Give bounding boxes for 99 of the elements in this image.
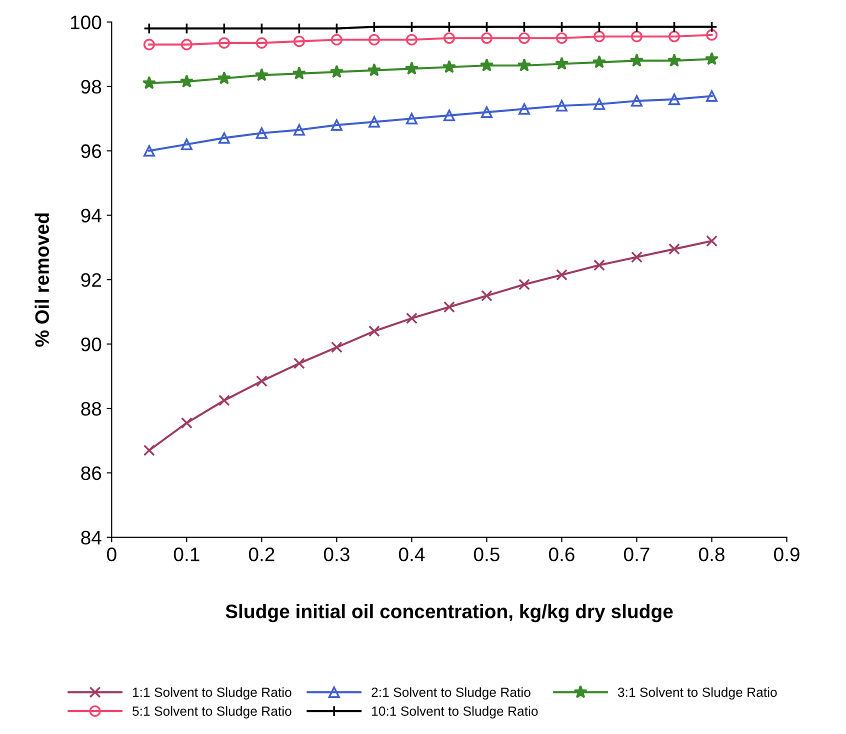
- point: [218, 394, 230, 406]
- point: [480, 58, 494, 72]
- point: [330, 342, 342, 354]
- point: [368, 34, 380, 46]
- point: [556, 100, 568, 112]
- point: [218, 132, 230, 144]
- point: [443, 110, 455, 122]
- point: [704, 52, 719, 66]
- point: [630, 30, 643, 42]
- point: [668, 94, 680, 106]
- point: [593, 98, 606, 110]
- point: [518, 22, 530, 33]
- point: [256, 375, 268, 387]
- x-tick-label: 0.7: [624, 548, 650, 562]
- point: [180, 38, 192, 50]
- point: [292, 66, 306, 80]
- x-tick-label: 0.3: [324, 548, 350, 562]
- x-tick-label: 0.2: [248, 548, 274, 562]
- point: [630, 95, 643, 107]
- point: [630, 251, 643, 263]
- point: [668, 22, 680, 33]
- point: [668, 30, 680, 42]
- point: [630, 54, 644, 67]
- point: [142, 76, 156, 90]
- point: [406, 112, 418, 124]
- x-axis-title: Sludge initial oil concentration, kg/kg dry sludge: [226, 604, 673, 622]
- y-tick-label: 98: [81, 80, 102, 94]
- point: [518, 32, 530, 44]
- legend-label: 10:1 Solvent to Sludge Ratio: [372, 706, 538, 718]
- point: [593, 259, 606, 271]
- x-tick-label: 0: [107, 548, 116, 562]
- point: [367, 63, 382, 76]
- point: [517, 58, 532, 72]
- point: [254, 68, 269, 82]
- point: [480, 290, 492, 302]
- y-tick-label: 92: [81, 273, 101, 287]
- legend-label: 3:1 Solvent to Sludge Ratio: [618, 687, 777, 700]
- point: [330, 64, 344, 78]
- point: [556, 32, 568, 44]
- point: [368, 116, 380, 128]
- point: [518, 278, 530, 290]
- x-tick-label: 0.8: [699, 548, 724, 562]
- point: [443, 22, 455, 33]
- x-tick-label: 0.6: [548, 548, 574, 562]
- point: [554, 56, 569, 70]
- point: [442, 60, 456, 74]
- y-tick-label: 84: [81, 530, 102, 545]
- point: [143, 38, 155, 50]
- point: [406, 312, 418, 324]
- legend-label: 2:1 Solvent to Sludge Ratio: [372, 687, 530, 700]
- point: [143, 444, 155, 456]
- point: [180, 138, 192, 150]
- y-tick-label: 94: [81, 208, 102, 222]
- point: [293, 358, 305, 370]
- point: [293, 124, 305, 136]
- point: [667, 54, 682, 67]
- y-axis-title: % Oil removed: [34, 213, 49, 347]
- point: [706, 22, 718, 33]
- point: [443, 32, 455, 44]
- point: [256, 37, 268, 49]
- y-tick-label: 90: [81, 338, 102, 352]
- point: [706, 90, 718, 102]
- point: [330, 119, 342, 131]
- point: [180, 74, 194, 88]
- point: [368, 325, 380, 337]
- point: [480, 32, 492, 44]
- point: [443, 301, 455, 313]
- point: [592, 55, 606, 68]
- y-tick-label: 96: [81, 144, 102, 158]
- point: [406, 34, 418, 46]
- point: [706, 29, 718, 41]
- x-tick-label: 0.1: [174, 548, 200, 562]
- point: [480, 106, 492, 118]
- x-tick-label: 0.9: [774, 548, 800, 562]
- y-tick-label: 86: [81, 466, 102, 480]
- point: [217, 71, 232, 84]
- point: [556, 22, 568, 33]
- point: [518, 103, 530, 115]
- point: [668, 243, 680, 255]
- point: [593, 30, 606, 42]
- point: [218, 37, 230, 49]
- legend-label: 5:1 Solvent to Sludge Ratio: [132, 706, 292, 718]
- point: [630, 22, 643, 33]
- point: [556, 269, 568, 281]
- point: [406, 22, 418, 33]
- point: [256, 127, 268, 139]
- point: [480, 22, 492, 33]
- point: [293, 36, 305, 48]
- point: [143, 145, 155, 157]
- point: [404, 62, 419, 75]
- point: [593, 22, 606, 33]
- x-tick-label: 0.4: [398, 548, 425, 562]
- point: [330, 34, 342, 46]
- y-tick-label: 88: [81, 402, 102, 416]
- y-tick-label: 100: [70, 15, 102, 30]
- point: [180, 417, 192, 429]
- point: [706, 235, 718, 247]
- legend-label: 1:1 Solvent to Sludge Ratio: [132, 687, 292, 700]
- x-tick-label: 0.5: [474, 548, 500, 562]
